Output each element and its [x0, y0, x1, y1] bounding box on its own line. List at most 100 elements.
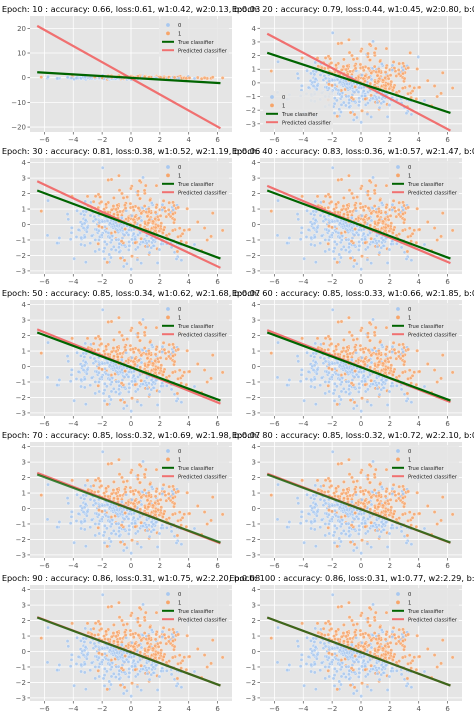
point-class-0 — [69, 379, 72, 382]
point-class-0 — [152, 528, 155, 531]
point-class-1 — [209, 235, 212, 238]
point-class-0 — [320, 376, 323, 379]
point-class-0 — [353, 233, 356, 236]
point-class-0 — [339, 256, 342, 259]
point-class-1 — [147, 352, 150, 355]
point-class-0 — [122, 407, 125, 410]
x-tick-label: −6 — [39, 278, 50, 286]
point-class-1 — [196, 220, 199, 223]
point-class-1 — [369, 508, 372, 511]
point-class-0 — [344, 104, 347, 107]
point-class-0 — [338, 253, 341, 256]
point-class-1 — [451, 513, 454, 516]
point-class-1 — [364, 97, 367, 100]
x-tick-label: 4 — [186, 562, 191, 570]
point-class-0 — [133, 522, 136, 525]
point-class-0 — [276, 518, 279, 521]
point-class-1 — [435, 95, 438, 98]
point-class-0 — [136, 246, 139, 249]
subplot-title: Epoch: 70 : accuracy: 0.85, loss:0.32, w… — [2, 430, 260, 440]
point-class-0 — [133, 380, 136, 383]
point-class-0 — [94, 360, 97, 363]
point-class-0 — [79, 378, 82, 381]
x-tick-label: 4 — [416, 420, 421, 428]
point-class-0 — [138, 231, 141, 234]
point-class-0 — [362, 370, 365, 373]
point-class-0 — [127, 524, 130, 527]
point-class-1 — [433, 226, 436, 229]
point-class-1 — [107, 462, 110, 465]
y-tick-label: 4 — [252, 301, 257, 309]
point-class-1 — [349, 111, 352, 114]
point-class-1 — [112, 338, 115, 341]
y-tick-label: −2 — [246, 536, 256, 544]
point-class-0 — [313, 519, 316, 522]
point-class-1 — [185, 525, 188, 528]
x-tick-label: 0 — [359, 562, 363, 570]
y-tick-label: 1 — [22, 348, 26, 356]
point-class-1 — [384, 368, 387, 371]
point-class-1 — [92, 342, 95, 345]
point-class-0 — [85, 514, 88, 517]
y-tick-label: 3 — [252, 317, 256, 325]
point-class-1 — [413, 86, 416, 89]
point-class-0 — [313, 213, 316, 216]
legend-item-1-label: 1 — [178, 32, 181, 38]
point-class-1 — [120, 192, 123, 195]
point-class-0 — [127, 512, 130, 515]
point-class-0 — [127, 370, 130, 373]
point-class-0 — [55, 525, 58, 528]
point-class-1 — [401, 86, 404, 89]
point-class-1 — [342, 496, 345, 499]
point-class-1 — [139, 651, 142, 654]
point-class-0 — [175, 257, 178, 260]
point-class-1 — [221, 76, 224, 79]
point-class-1 — [110, 492, 113, 495]
point-class-0 — [161, 350, 164, 353]
point-class-1 — [407, 348, 410, 351]
point-class-0 — [141, 460, 144, 463]
point-class-1 — [131, 347, 134, 350]
point-class-0 — [340, 238, 343, 241]
point-class-1 — [403, 360, 406, 363]
point-class-0 — [336, 78, 339, 81]
y-tick-label: 0 — [252, 221, 256, 229]
point-class-1 — [177, 348, 180, 351]
subplot-title: Epoch: 60 : accuracy: 0.85, loss:0.33, w… — [232, 288, 474, 298]
legend-item-0-marker — [166, 23, 170, 27]
point-class-1 — [359, 49, 362, 52]
point-class-1 — [377, 505, 380, 508]
point-class-1 — [342, 338, 345, 341]
point-class-0 — [110, 248, 113, 251]
point-class-0 — [315, 514, 318, 517]
y-tick-label: 1 — [252, 490, 256, 498]
point-class-1 — [402, 346, 405, 349]
point-class-0 — [297, 502, 300, 505]
point-class-1 — [388, 371, 391, 374]
legend-item-pred-label: Predicted classifier — [178, 48, 228, 54]
point-class-1 — [451, 371, 454, 374]
point-class-1 — [137, 348, 140, 351]
point-class-0 — [313, 244, 316, 247]
point-class-0 — [94, 522, 97, 525]
point-class-1 — [160, 649, 163, 652]
point-class-1 — [100, 484, 103, 487]
point-class-0 — [103, 240, 106, 243]
point-class-1 — [97, 193, 100, 196]
y-tick-label: −2 — [246, 394, 256, 402]
point-class-0 — [67, 502, 70, 505]
point-class-0 — [117, 388, 120, 391]
point-class-1 — [157, 502, 160, 505]
point-class-0 — [58, 520, 61, 523]
point-class-1 — [350, 96, 353, 99]
point-class-1 — [385, 490, 388, 493]
point-class-1 — [143, 488, 146, 491]
point-class-0 — [423, 527, 426, 530]
point-class-0 — [358, 244, 361, 247]
point-class-0 — [319, 242, 322, 245]
point-class-0 — [276, 234, 279, 237]
point-class-0 — [66, 496, 69, 499]
point-class-1 — [385, 66, 388, 69]
point-class-0 — [333, 246, 336, 249]
